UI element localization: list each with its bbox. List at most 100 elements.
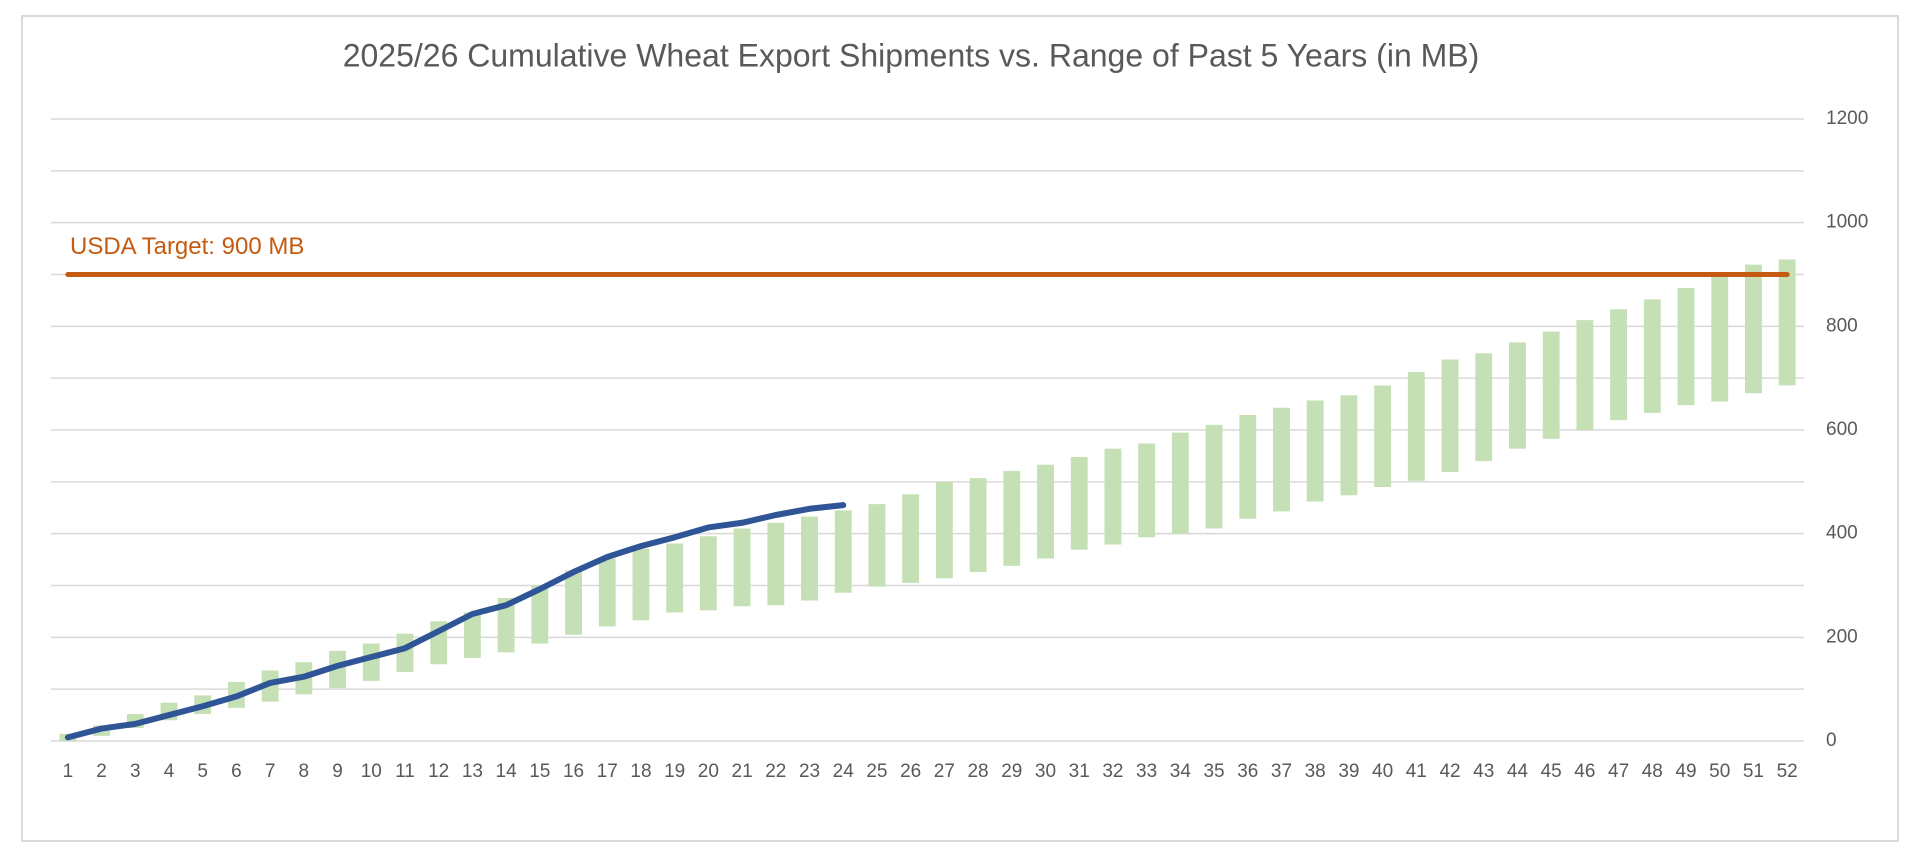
x-tick-label: 15 (529, 761, 550, 782)
y-tick-label: 400 (1826, 523, 1858, 544)
x-tick-label: 32 (1102, 761, 1123, 782)
x-tick-label: 7 (265, 761, 276, 782)
range-bar (1239, 414, 1257, 519)
x-tick-label: 36 (1237, 761, 1258, 782)
x-tick-label: 10 (361, 761, 382, 782)
range-bar (1509, 342, 1526, 449)
chart-border (21, 15, 1899, 842)
x-tick-label: 18 (630, 761, 651, 782)
x-tick-label: 30 (1035, 761, 1056, 782)
range-bar (1104, 448, 1122, 545)
range-bar (1306, 400, 1324, 502)
range-bar (733, 528, 751, 607)
range-bar (1037, 464, 1054, 559)
range-bar (868, 504, 886, 587)
range-bar (329, 650, 346, 689)
x-tick-label: 42 (1439, 761, 1460, 782)
reference-label: USDA Target: 900 MB (70, 233, 304, 260)
range-bar (834, 510, 852, 593)
range-bar (1610, 309, 1628, 421)
x-tick-label: 35 (1203, 761, 1224, 782)
x-tick-label: 20 (698, 761, 719, 782)
x-tick-label: 5 (197, 761, 208, 782)
range-bar (902, 494, 920, 583)
range-bar (1003, 470, 1021, 566)
x-tick-label: 19 (664, 761, 685, 782)
y-tick-label: 1000 (1826, 212, 1868, 233)
x-tick-label: 21 (732, 761, 753, 782)
range-bar (497, 597, 515, 653)
range-bar (1407, 371, 1425, 481)
x-tick-label: 11 (395, 761, 415, 782)
x-tick-label: 38 (1305, 761, 1326, 782)
y-tick-label: 200 (1826, 626, 1858, 647)
x-tick-label: 26 (900, 761, 921, 782)
x-tick-label: 16 (563, 761, 584, 782)
x-tick-label: 8 (299, 761, 310, 782)
x-tick-label: 44 (1507, 761, 1529, 782)
range-bar (1475, 353, 1493, 462)
range-bar (969, 478, 987, 573)
x-tick-label: 41 (1406, 761, 1427, 782)
range-bar (1070, 456, 1088, 550)
x-tick-label: 2 (96, 761, 107, 782)
range-bar (1441, 359, 1459, 472)
range-bar (362, 643, 380, 681)
range-bar (1340, 395, 1358, 496)
range-bar (767, 522, 785, 606)
range-bar (565, 570, 582, 635)
x-tick-label: 37 (1271, 761, 1292, 782)
range-bar (699, 536, 717, 611)
range-bar (1711, 277, 1729, 402)
x-tick-label: 50 (1709, 761, 1730, 782)
x-tick-label: 43 (1473, 761, 1494, 782)
range-bar (1576, 320, 1594, 430)
x-tick-label: 14 (496, 761, 518, 782)
range-bar (396, 633, 414, 673)
x-tick-label: 3 (130, 761, 141, 782)
x-tick-label: 4 (164, 761, 175, 782)
range-bar (1205, 424, 1223, 529)
x-tick-label: 47 (1608, 761, 1629, 782)
chart-title: 2025/26 Cumulative Wheat Export Shipment… (343, 37, 1480, 73)
range-bar (801, 516, 818, 601)
range-bar (632, 548, 650, 621)
x-tick-label: 45 (1541, 761, 1562, 782)
x-tick-label: 27 (934, 761, 955, 782)
range-bar (463, 612, 481, 659)
y-tick-label: 800 (1826, 315, 1858, 336)
x-tick-label: 22 (765, 761, 786, 782)
x-tick-label: 51 (1743, 761, 1764, 782)
range-bar (1273, 407, 1290, 512)
x-tick-label: 24 (833, 761, 855, 782)
x-tick-label: 13 (462, 761, 483, 782)
x-tick-label: 40 (1372, 761, 1393, 782)
x-tick-label: 25 (866, 761, 887, 782)
x-tick-label: 48 (1642, 761, 1663, 782)
x-tick-label: 29 (1001, 761, 1022, 782)
range-bar (1643, 299, 1661, 413)
x-tick-label: 6 (231, 761, 242, 782)
range-bar (935, 481, 953, 579)
y-tick-label: 1200 (1826, 108, 1868, 129)
range-bar (1542, 331, 1560, 439)
x-tick-label: 46 (1574, 761, 1595, 782)
range-bar (666, 543, 684, 613)
x-tick-label: 52 (1777, 761, 1798, 782)
range-bar (1138, 443, 1156, 538)
range-bar (531, 585, 549, 644)
x-tick-label: 9 (332, 761, 343, 782)
x-tick-label: 23 (799, 761, 820, 782)
x-tick-label: 28 (967, 761, 988, 782)
x-tick-label: 49 (1675, 761, 1696, 782)
y-tick-label: 0 (1826, 730, 1837, 751)
y-tick-label: 600 (1826, 419, 1858, 440)
x-tick-label: 39 (1338, 761, 1359, 782)
x-tick-label: 12 (428, 761, 449, 782)
x-tick-label: 34 (1170, 761, 1192, 782)
range-bar (1745, 264, 1762, 394)
range-bar (1171, 432, 1189, 534)
x-tick-label: 1 (63, 761, 74, 782)
